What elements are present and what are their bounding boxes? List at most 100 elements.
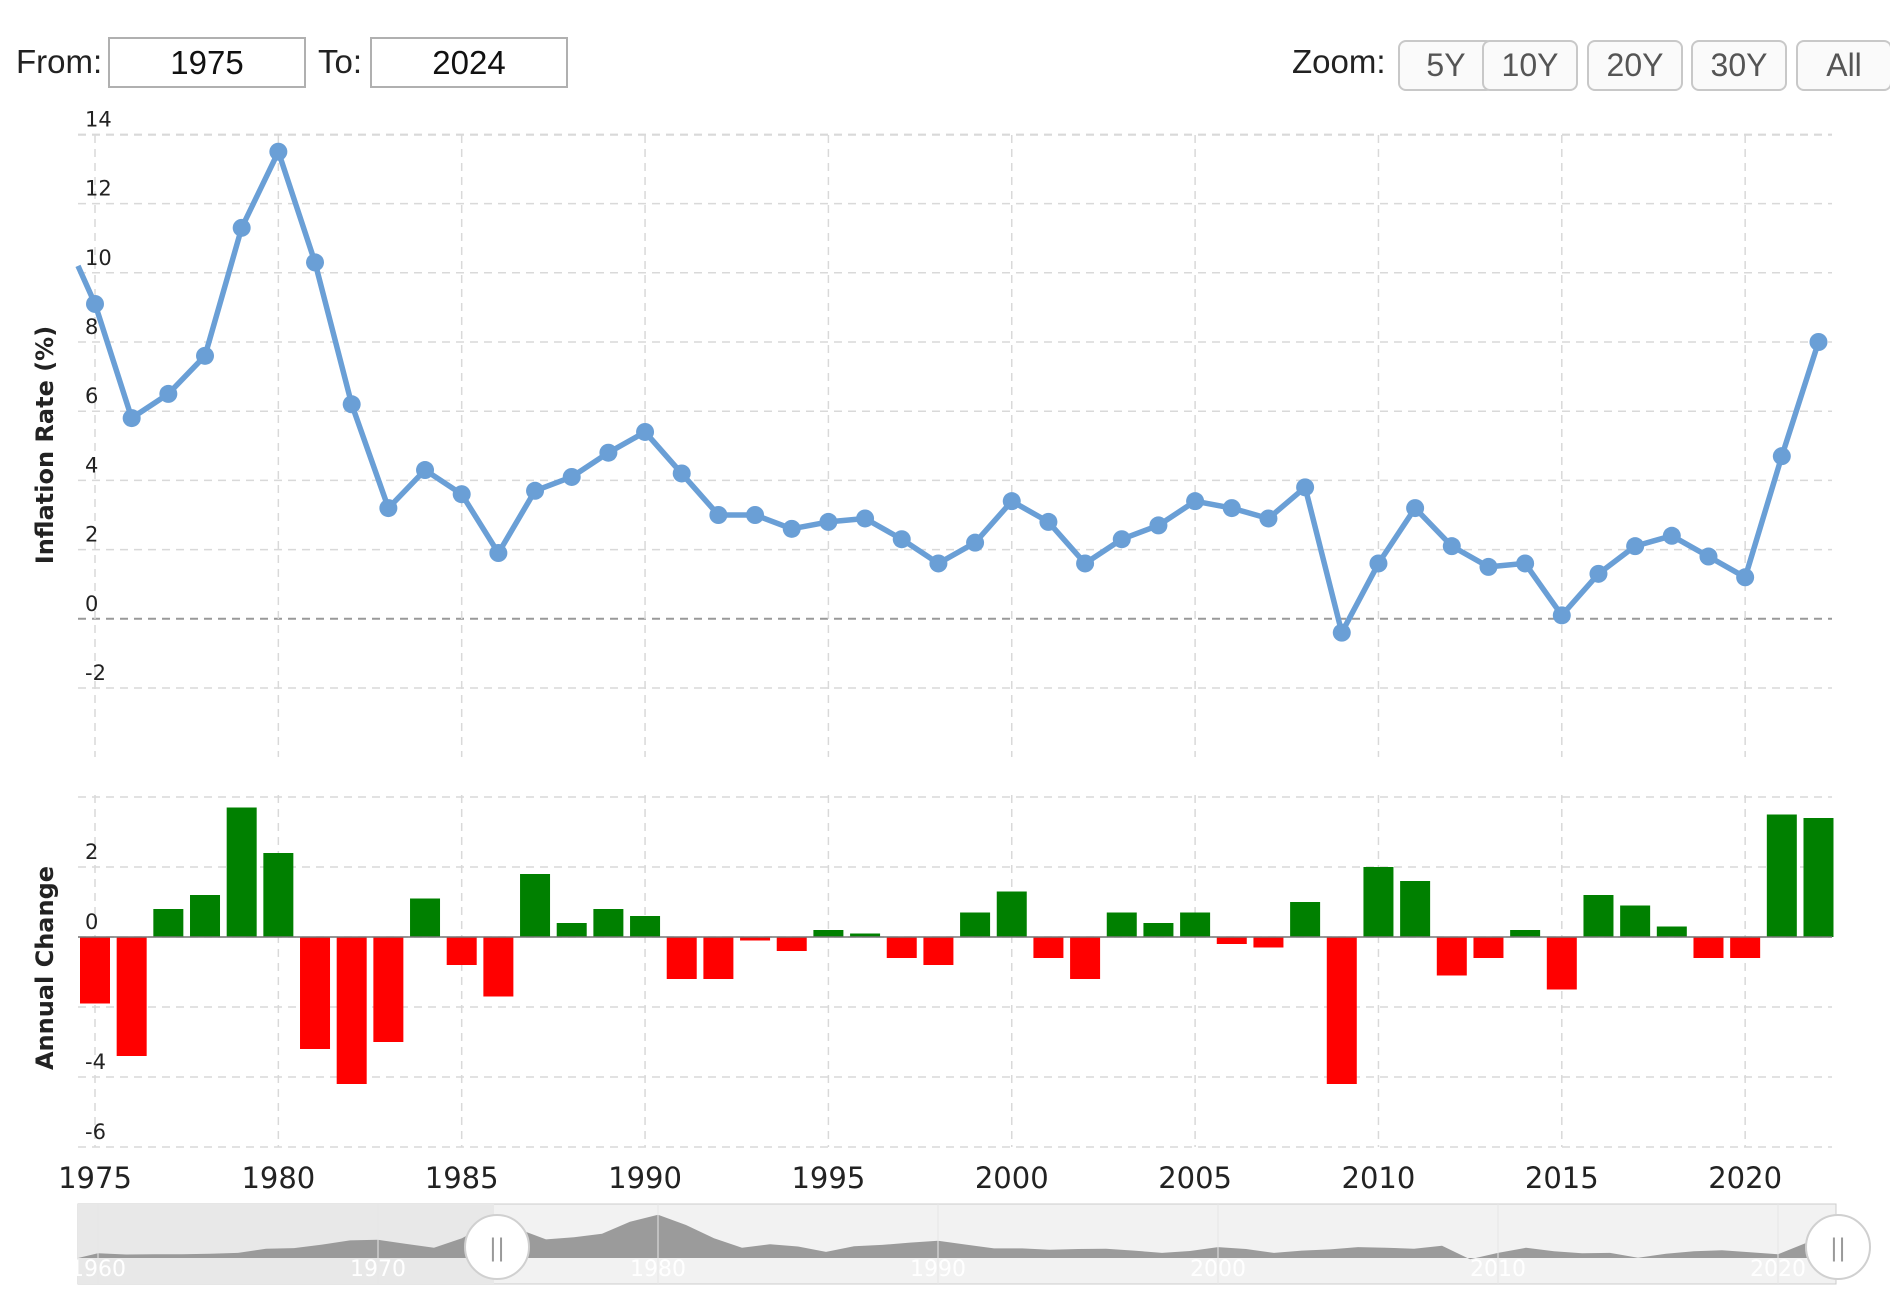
annual-change-bar[interactable] — [1510, 930, 1541, 937]
annual-change-bar[interactable] — [1326, 937, 1357, 1084]
annual-change-bar[interactable] — [556, 923, 587, 937]
annual-change-bar[interactable] — [300, 937, 331, 1049]
inflation-point[interactable] — [1222, 499, 1241, 518]
annual-change-bar[interactable] — [190, 895, 221, 937]
inflation-point[interactable] — [709, 506, 728, 524]
from-date-input[interactable] — [108, 37, 306, 88]
inflation-point[interactable] — [782, 519, 801, 538]
annual-change-bar[interactable] — [153, 909, 184, 937]
inflation-point[interactable] — [1186, 492, 1205, 511]
inflation-point[interactable] — [1442, 537, 1461, 556]
annual-change-bar[interactable] — [776, 937, 807, 951]
annual-change-bar[interactable] — [80, 937, 110, 1004]
annual-change-bar[interactable] — [483, 937, 514, 997]
inflation-point[interactable] — [452, 485, 471, 504]
inflation-point[interactable] — [342, 395, 361, 414]
inflation-point[interactable] — [379, 499, 398, 518]
annual-change-bar[interactable] — [1180, 912, 1211, 938]
annual-change-bar[interactable] — [1400, 881, 1431, 937]
annual-change-bar[interactable] — [1656, 926, 1687, 938]
annual-change-bar[interactable] — [373, 937, 404, 1042]
inflation-point[interactable] — [1332, 623, 1351, 642]
annual-change-bar[interactable] — [446, 937, 477, 965]
annual-change-bar[interactable] — [1803, 818, 1834, 937]
annual-change-bar[interactable] — [116, 937, 147, 1056]
inflation-point[interactable] — [672, 464, 691, 483]
annual-change-bar[interactable] — [813, 930, 844, 937]
annual-change-bar[interactable] — [1363, 867, 1394, 937]
inflation-point[interactable] — [1259, 509, 1278, 528]
annual-change-bar[interactable] — [1436, 937, 1467, 976]
inflation-point[interactable] — [1626, 537, 1645, 556]
annual-change-bar[interactable] — [923, 937, 954, 965]
inflation-point[interactable] — [416, 461, 435, 480]
navigator-right-handle[interactable] — [1805, 1214, 1871, 1280]
zoom-30y-button[interactable]: 30Y — [1691, 40, 1787, 91]
inflation-point[interactable] — [1699, 547, 1718, 566]
inflation-point[interactable] — [1002, 492, 1021, 511]
inflation-point[interactable] — [232, 218, 251, 237]
annual-change-bar[interactable] — [886, 937, 917, 958]
inflation-point[interactable] — [86, 294, 104, 313]
annual-change-bar[interactable] — [630, 916, 661, 937]
annual-change-bar[interactable] — [336, 937, 367, 1084]
inflation-point[interactable] — [929, 554, 948, 573]
inflation-point[interactable] — [1406, 499, 1425, 518]
zoom-10y-button[interactable]: 10Y — [1482, 40, 1578, 91]
annual-change-bar[interactable] — [1473, 937, 1504, 958]
annual-change-bar[interactable] — [1216, 937, 1247, 944]
annual-change-bar[interactable] — [593, 909, 624, 937]
annual-change-bar[interactable] — [740, 937, 771, 941]
inflation-point[interactable] — [1772, 447, 1791, 466]
to-date-input[interactable] — [370, 37, 568, 88]
inflation-point[interactable] — [1809, 333, 1828, 351]
inflation-point[interactable] — [489, 544, 508, 563]
inflation-point[interactable] — [1039, 512, 1058, 531]
annual-change-bar[interactable] — [1730, 937, 1761, 958]
annual-change-bar[interactable] — [1583, 895, 1614, 937]
annual-change-bar[interactable] — [1143, 923, 1174, 937]
inflation-point[interactable] — [746, 506, 765, 524]
annual-change-bar[interactable] — [1546, 937, 1577, 990]
annual-change-bar[interactable] — [1766, 814, 1797, 938]
inflation-point[interactable] — [1516, 554, 1535, 573]
annual-change-bar[interactable] — [996, 891, 1027, 938]
annual-change-bar[interactable] — [263, 853, 294, 937]
annual-change-bar[interactable] — [1290, 902, 1321, 937]
inflation-point[interactable] — [1296, 478, 1315, 497]
inflation-point[interactable] — [562, 467, 581, 486]
inflation-point[interactable] — [196, 346, 215, 365]
annual-change-bar[interactable] — [1033, 937, 1064, 958]
inflation-point[interactable] — [1479, 557, 1498, 576]
inflation-point[interactable] — [1552, 606, 1571, 625]
inflation-point[interactable] — [159, 384, 178, 403]
inflation-point[interactable] — [1736, 568, 1755, 587]
navigator[interactable]: 1960 1970 1980 1990 2000 2010 2020 || || — [70, 1203, 1871, 1285]
inflation-point[interactable] — [1112, 530, 1131, 549]
inflation-point[interactable] — [526, 481, 545, 500]
inflation-point[interactable] — [1589, 564, 1608, 583]
annual-change-bar[interactable] — [1253, 937, 1284, 948]
zoom-all-button[interactable]: All — [1796, 40, 1890, 91]
annual-change-bar[interactable] — [703, 937, 734, 979]
inflation-point[interactable] — [306, 253, 325, 272]
annual-change-bar[interactable] — [666, 937, 697, 979]
inflation-point[interactable] — [1369, 554, 1388, 573]
zoom-5y-button[interactable]: 5Y — [1398, 40, 1494, 91]
annual-change-bar[interactable] — [1620, 905, 1651, 938]
inflation-point[interactable] — [892, 530, 911, 549]
inflation-point[interactable] — [1076, 554, 1095, 573]
navigator-left-handle[interactable] — [464, 1214, 530, 1280]
inflation-point[interactable] — [856, 509, 875, 528]
annual-change-bar[interactable] — [226, 807, 257, 938]
annual-change-bar[interactable] — [1693, 937, 1724, 958]
annual-change-bar[interactable] — [1070, 937, 1101, 979]
annual-change-bar[interactable] — [850, 933, 881, 938]
annual-change-bar[interactable] — [1106, 912, 1137, 938]
inflation-point[interactable] — [269, 142, 288, 161]
annual-change-bar[interactable] — [410, 898, 441, 938]
annual-change-bar[interactable] — [960, 912, 991, 938]
annual-change-bar[interactable] — [520, 874, 551, 937]
inflation-point[interactable] — [966, 533, 985, 552]
inflation-point[interactable] — [599, 443, 618, 462]
